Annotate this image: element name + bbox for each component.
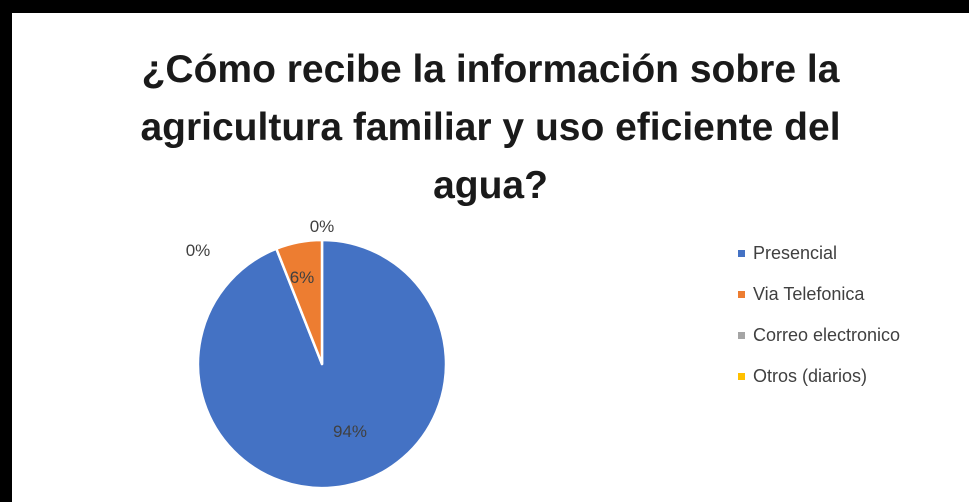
legend-swatch (738, 291, 745, 298)
pie-data-labels: 94% 6% 0% 0% (186, 217, 367, 441)
chart-frame: ¿Cómo recibe la información sobre la agr… (12, 13, 969, 502)
chart-title-line-1: ¿Cómo recibe la información sobre la (141, 48, 840, 91)
pie-chart: 94% 6% 0% 0% (186, 217, 448, 490)
pie-data-label: 6% (290, 268, 315, 287)
pie-data-label: 0% (310, 217, 335, 236)
chart-title-line-2: agricultura familiar y uso eficiente del (140, 106, 841, 149)
legend-item-presencial: Presencial (738, 233, 900, 274)
chart-title-line-3: agua? (433, 164, 548, 207)
chart-title: ¿Cómo recibe la información sobre la agr… (12, 41, 969, 215)
legend-swatch (738, 373, 745, 380)
pie-data-label: 94% (333, 422, 367, 441)
pie-slice-via-telefonica (275, 238, 324, 366)
legend-label: Presencial (753, 243, 838, 263)
pie-slices (196, 238, 448, 490)
chart-legend: Presencial Via Telefonica Correo electro… (738, 233, 900, 397)
legend-swatch (738, 332, 745, 339)
legend-label: Via Telefonica (753, 284, 865, 304)
pie-data-label: 0% (186, 241, 211, 260)
legend-label: Otros (diarios) (753, 366, 868, 386)
legend-item-otros-diarios: Otros (diarios) (738, 356, 900, 397)
legend-swatch (738, 250, 745, 257)
legend-label: Correo electronico (753, 325, 901, 345)
legend-item-correo-electronico: Correo electronico (738, 315, 900, 356)
legend-item-via-telefonica: Via Telefonica (738, 274, 900, 315)
